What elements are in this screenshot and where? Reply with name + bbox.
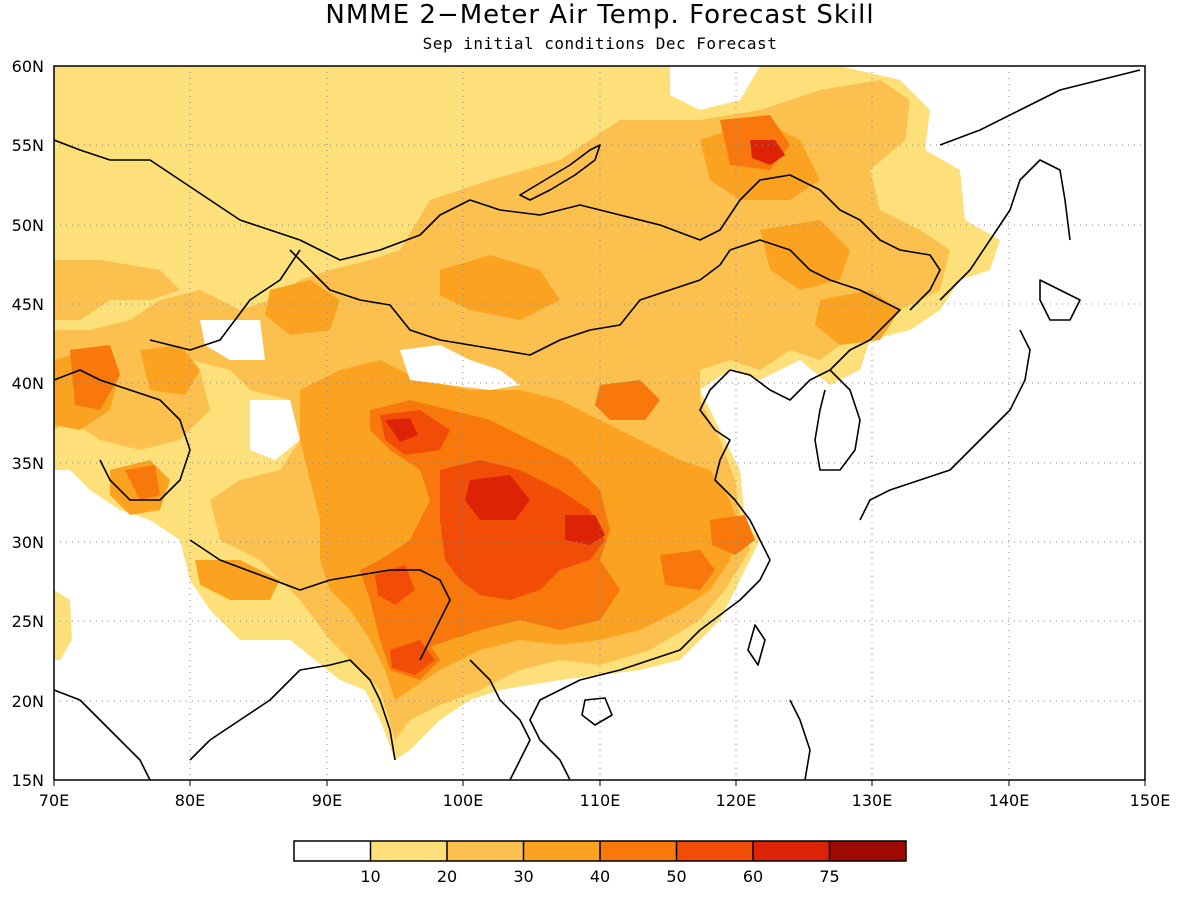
lat-label: 15N bbox=[12, 771, 44, 790]
lat-label: 50N bbox=[12, 216, 44, 235]
taiwan-outline bbox=[747, 624, 766, 666]
colorbar-bin bbox=[829, 841, 906, 861]
skill-region-30-e bbox=[440, 255, 560, 320]
no-skill-gap-b bbox=[250, 400, 300, 460]
russia-far-east-coast bbox=[939, 159, 1071, 301]
central-asia-border bbox=[54, 369, 191, 501]
colorbar-bin bbox=[523, 841, 600, 861]
korea-outline bbox=[814, 369, 861, 471]
colorbar-label: 40 bbox=[590, 867, 610, 886]
colorbar-label: 10 bbox=[360, 867, 380, 886]
colorbar-bin bbox=[370, 841, 447, 861]
no-skill-gap-d bbox=[670, 66, 760, 110]
lat-label: 40N bbox=[12, 374, 44, 393]
lon-label: 130E bbox=[852, 791, 893, 810]
colorbar-bin bbox=[447, 841, 524, 861]
skill-region-10-b bbox=[54, 590, 72, 660]
lon-label: 70E bbox=[39, 791, 69, 810]
skill-region-60 bbox=[465, 475, 530, 520]
axis-ticks bbox=[53, 780, 1146, 786]
lat-label: 55N bbox=[12, 136, 44, 155]
skill-region-50-c bbox=[390, 640, 435, 675]
latitude-labels: 15N 20N 25N 30N 35N 40N 45N 50N 55N 60N bbox=[12, 57, 44, 790]
colorbar-label: 20 bbox=[437, 867, 457, 886]
lat-label: 60N bbox=[12, 57, 44, 76]
skill-region-20-b bbox=[54, 260, 180, 320]
lon-label: 150E bbox=[1130, 791, 1171, 810]
bay-of-bengal-coast bbox=[299, 659, 396, 761]
lon-label: 140E bbox=[989, 791, 1030, 810]
indochina-outline bbox=[469, 659, 531, 780]
skill-region-30-h bbox=[195, 560, 280, 600]
himalaya-border bbox=[189, 539, 451, 661]
colorbar-label: 75 bbox=[819, 867, 839, 886]
lake-baikal bbox=[519, 144, 601, 201]
lat-label: 45N bbox=[12, 295, 44, 314]
india-east-coast bbox=[189, 669, 301, 761]
lon-label: 120E bbox=[716, 791, 757, 810]
lat-label: 35N bbox=[12, 454, 44, 473]
philippines-outline bbox=[789, 699, 811, 780]
no-skill-gap-c bbox=[200, 320, 265, 360]
lon-label: 110E bbox=[580, 791, 621, 810]
gridlines bbox=[54, 66, 1145, 780]
lon-label: 100E bbox=[443, 791, 484, 810]
skill-region-40-b bbox=[595, 380, 660, 420]
skill-region-30-f bbox=[265, 280, 340, 335]
colorbar-bin bbox=[294, 841, 371, 861]
map-title: NMME 2−Meter Air Temp. Forecast Skill bbox=[325, 0, 875, 30]
russia-mongolia-border bbox=[299, 174, 941, 311]
colorbar-label: 50 bbox=[666, 867, 686, 886]
lon-label: 90E bbox=[312, 791, 342, 810]
map-subtitle: Sep initial conditions Dec Forecast bbox=[422, 34, 778, 53]
skill-region-60-d bbox=[385, 418, 418, 442]
lat-label: 20N bbox=[12, 692, 44, 711]
kamchatka-coast bbox=[939, 69, 1141, 146]
japan-outline bbox=[859, 329, 1031, 521]
no-skill-gap bbox=[400, 345, 520, 390]
northeast-china-outline bbox=[729, 239, 901, 401]
skill-region-60-b bbox=[565, 515, 605, 545]
skill-region-40-g bbox=[125, 465, 160, 500]
skill-region-30-c bbox=[760, 220, 850, 290]
colorbar: 10 20 30 40 50 60 75 bbox=[293, 840, 907, 886]
colorbar-label: 60 bbox=[743, 867, 763, 886]
skill-region-40-c bbox=[660, 550, 715, 590]
skill-region-60-c bbox=[750, 140, 785, 165]
india-coast bbox=[54, 689, 151, 780]
skill-region-50-d bbox=[375, 565, 415, 605]
colorbar-bin bbox=[753, 841, 830, 861]
colorbar-bin bbox=[676, 841, 753, 861]
kazakhstan-border bbox=[54, 139, 301, 241]
colorbar-bin bbox=[600, 841, 677, 861]
kazakhstan-china-border bbox=[149, 249, 301, 351]
skill-region-30-j bbox=[140, 345, 200, 395]
lon-label: 80E bbox=[175, 791, 205, 810]
lat-label: 30N bbox=[12, 533, 44, 552]
skill-region-40-d bbox=[710, 515, 755, 555]
southeast-asia-coast bbox=[529, 679, 581, 780]
coastlines bbox=[54, 69, 1141, 780]
mongolia-china-border bbox=[289, 249, 731, 356]
hainan-outline bbox=[581, 697, 613, 726]
china-east-coast bbox=[579, 369, 771, 681]
hokkaido-outline bbox=[1039, 279, 1081, 321]
longitude-labels: 70E 80E 90E 100E 110E 120E 130E 140E 150… bbox=[39, 791, 1171, 810]
colorbar-label: 30 bbox=[513, 867, 533, 886]
lat-label: 25N bbox=[12, 612, 44, 631]
